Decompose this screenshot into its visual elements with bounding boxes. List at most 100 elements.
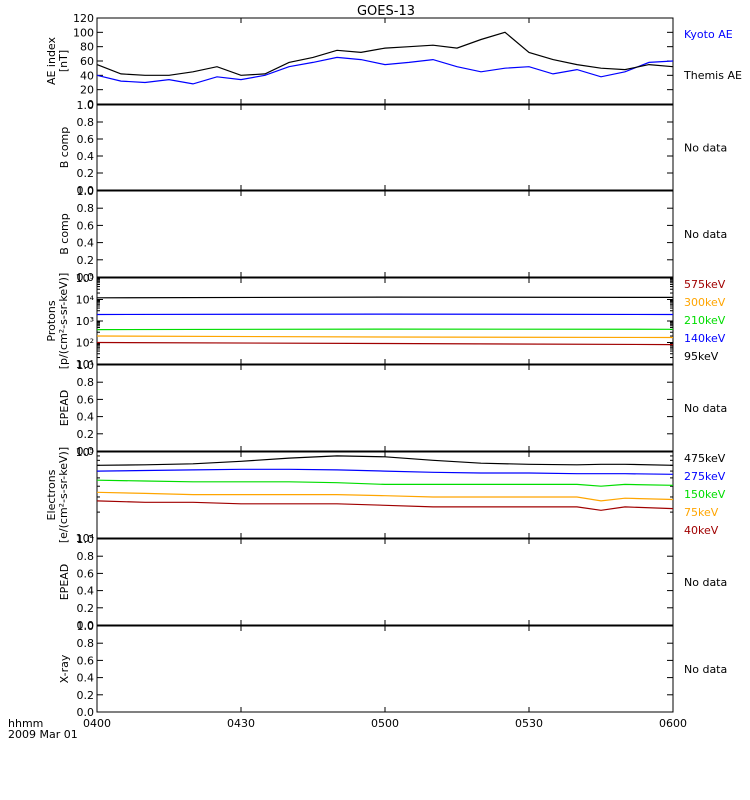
y-tick-label: 80 [80, 41, 94, 54]
panel-epead2: 0.0 0.2 0.4 0.6 0.8 1.0 EPEAD No data [58, 533, 727, 632]
y-tick-label: 0 [87, 98, 94, 111]
y-axis-label: B comp [58, 127, 71, 169]
legend-entry: Kyoto AE [684, 28, 733, 41]
x-tick-label: 0430 [227, 717, 255, 730]
x-tick-label: 0530 [515, 717, 543, 730]
y-tick-label: 100 [73, 26, 94, 39]
legend-entry: 150keV [684, 488, 726, 501]
panel-bcomp2: 0.0 0.2 0.4 0.6 0.8 1.0 B comp No data [58, 185, 727, 284]
time-axis: 0400 0430 0500 0530 0600 [83, 717, 687, 730]
legend-entry: 40keV [684, 524, 719, 537]
no-data-note: No data [684, 402, 727, 415]
y-tick-label: 0.2 [77, 428, 95, 441]
y-tick-label: 60 [80, 55, 94, 68]
y-tick-label: 0.6 [77, 393, 95, 406]
panel-frame [96, 104, 674, 191]
panel-frame [96, 17, 674, 105]
y-tick-label: 0.0 [77, 619, 95, 632]
y-tick-label: 0.2 [77, 602, 95, 615]
legend-entry: 575keV [684, 278, 726, 291]
y-axis-label: [nT] [57, 50, 70, 72]
no-data-note: No data [684, 142, 727, 155]
no-data-note: No data [684, 663, 727, 676]
y-tick-label: 0.0 [77, 271, 95, 284]
series-line-40kev [96, 500, 674, 511]
panel-frame [96, 625, 674, 713]
y-tick-label: 0.0 [77, 445, 95, 458]
series-line-575kev [96, 341, 674, 346]
y-tick-label: 0.4 [77, 672, 95, 685]
y-tick-label: 10⁵ [76, 446, 94, 459]
y-tick-label: 0.6 [77, 133, 95, 146]
y-tick-label: 0.6 [77, 567, 95, 580]
series-line-kyoto-ae [96, 56, 674, 85]
y-tick-label: 0.2 [77, 167, 95, 180]
time-axis-label: hhmm [8, 717, 43, 730]
y-tick-label: 10⁴ [76, 532, 95, 545]
y-tick-label: 0.4 [77, 237, 95, 250]
y-tick-label: 10² [76, 337, 94, 350]
series-line-275kev [96, 468, 674, 475]
legend-entry: 95keV [684, 350, 719, 363]
legend-entry: 210keV [684, 314, 726, 327]
y-tick-label: 0.4 [77, 411, 95, 424]
panel-protons: 10¹ 10² 10³ 10⁴ 10⁵ Protons [p/(cm²-s-sr-keV)]… [45, 272, 726, 371]
no-data-note: No data [684, 576, 727, 589]
y-tick-label: 10⁴ [76, 294, 95, 307]
y-axis-label: X-ray [58, 654, 71, 683]
panel-frame [96, 364, 674, 452]
series-line-300kev [96, 335, 674, 339]
series-line-475kev [96, 455, 674, 466]
x-tick-label: 0400 [83, 717, 111, 730]
x-tick-label: 0600 [659, 717, 687, 730]
y-tick-label: 10⁵ [76, 272, 94, 285]
y-tick-label: 1.0 [77, 359, 95, 372]
y-tick-label: 0.0 [77, 184, 95, 197]
x-tick-label: 0500 [371, 717, 399, 730]
panel-bcomp1: 0.0 0.2 0.4 0.6 0.8 1.0 B comp No data [58, 99, 727, 197]
y-tick-label: 1.0 [77, 620, 95, 633]
y-axis-label: Electrons [45, 469, 58, 520]
y-tick-label: 0.2 [77, 254, 95, 267]
y-tick-label: 10³ [76, 315, 94, 328]
series-line-95kev [96, 296, 674, 299]
series-line-150kev [96, 479, 674, 487]
y-axis-label: B comp [58, 213, 71, 255]
panel-electrons: 10⁴ 10⁵ Electrons [e/(cm²-s-sr-keV)] 475keV 2… [45, 446, 726, 545]
y-tick-label: 1.0 [77, 185, 95, 198]
y-tick-label: 0.4 [77, 585, 95, 598]
date-label: 2009 Mar 01 [8, 728, 78, 741]
y-tick-label: 0.6 [77, 654, 95, 667]
legend-entry: 475keV [684, 452, 726, 465]
y-tick-label: 0.4 [77, 150, 95, 163]
y-tick-label: 0.6 [77, 219, 95, 232]
series-line-themis-ae [96, 31, 674, 76]
y-tick-label: 0.8 [77, 376, 95, 389]
y-tick-label: 1.0 [77, 99, 95, 112]
y-tick-label: 40 [80, 69, 94, 82]
y-axis-label: [e/(cm²-s-sr-keV)] [57, 447, 70, 543]
y-axis-label: Protons [45, 300, 58, 341]
y-axis-label: EPEAD [58, 564, 71, 601]
panel-frame [96, 538, 674, 626]
legend-entry: 275keV [684, 470, 726, 483]
figure-title: GOES-13 [357, 4, 415, 19]
series-line-210kev [96, 328, 674, 331]
panel-epead1: 0.0 0.2 0.4 0.6 0.8 1.0 EPEAD No data [58, 359, 727, 458]
y-axis-label: [p/(cm²-s-sr-keV)] [57, 273, 70, 370]
legend-entry: 140keV [684, 332, 726, 345]
y-tick-label: 0.2 [77, 689, 95, 702]
no-data-note: No data [684, 228, 727, 241]
y-tick-label: 0.0 [77, 706, 95, 719]
y-tick-label: 0.8 [77, 637, 95, 650]
panel-xray: 0.0 0.2 0.4 0.6 0.8 1.0 X-ray No data [58, 620, 727, 719]
y-tick-label: 10¹ [76, 358, 94, 371]
y-axis-label: AE index [45, 36, 58, 85]
y-tick-label: 0.8 [77, 550, 95, 563]
y-tick-label: 1.0 [77, 533, 95, 546]
y-tick-label: 0.8 [77, 116, 95, 129]
y-tick-label: 0.8 [77, 202, 95, 215]
